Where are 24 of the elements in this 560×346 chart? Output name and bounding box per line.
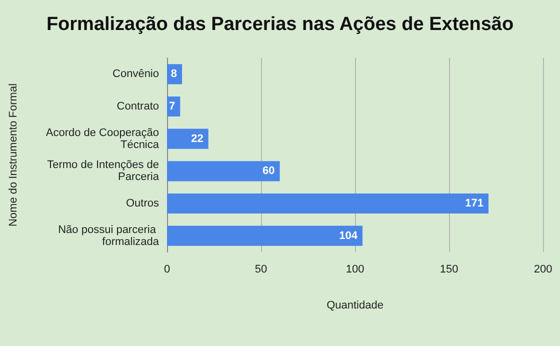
x-tick-label: 0 <box>164 264 170 276</box>
bar <box>167 193 488 214</box>
data-label: 7 <box>169 100 176 112</box>
x-tick-label: 50 <box>254 264 268 276</box>
x-tick-label: 150 <box>440 264 458 276</box>
y-tick-label: Contrato <box>116 100 159 112</box>
y-tick-label: Termo de Intenções de Parceria <box>47 159 160 184</box>
data-label: 60 <box>262 165 275 178</box>
y-tick-label: Não possui parceria formalizada <box>58 224 160 248</box>
x-axis-title: Quantidade <box>326 300 384 312</box>
y-axis-title: Nome do Instrumento Formal <box>8 83 20 227</box>
bar <box>167 226 363 246</box>
y-tick-label: Outros <box>126 198 160 210</box>
bar <box>167 161 280 182</box>
data-label: 22 <box>191 132 204 145</box>
x-tick-label: 100 <box>346 264 364 276</box>
data-label: 171 <box>465 198 484 210</box>
x-tick-label: 200 <box>534 264 552 276</box>
chart-title: Formalização das Parcerias nas Ações de Extensão <box>46 14 514 35</box>
y-tick-label: Acordo de Cooperação Técnica <box>46 126 160 151</box>
y-tick-label: Convênio <box>112 68 159 80</box>
data-label: 8 <box>170 68 178 80</box>
data-label: 104 <box>339 230 358 242</box>
bar <box>167 128 208 149</box>
